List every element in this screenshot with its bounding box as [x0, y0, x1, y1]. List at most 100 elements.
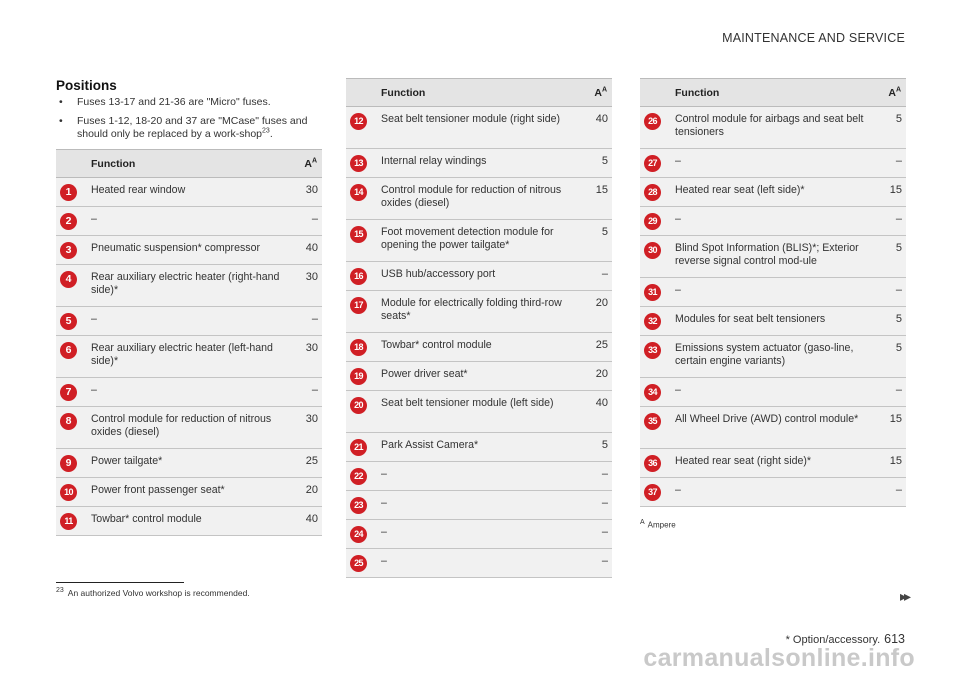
fuse-number-badge: 24: [350, 526, 367, 543]
header-amp: AA: [872, 78, 906, 107]
fuse-number-cell: 12: [346, 106, 381, 149]
fuse-number-badge: 25: [350, 555, 367, 572]
table-footnote-text: Ampere: [647, 520, 676, 530]
fuse-number-cell: 32: [640, 306, 675, 336]
fuse-amp-cell: –: [288, 206, 322, 236]
fuse-amp-cell: –: [578, 490, 612, 520]
header-amp-label: A: [594, 86, 602, 99]
table-row: 8 Control module for reduction of nitrous…: [56, 406, 322, 449]
fuse-table-3: Function AA 26 Control module for airbags a…: [640, 78, 906, 507]
fuse-number-badge: 19: [350, 368, 367, 385]
table-footnote-marker: A: [640, 519, 645, 526]
fuse-function-cell: Blind Spot Information (BLIS)*; Exterior…: [675, 235, 872, 278]
fuse-number-cell: 35: [640, 406, 675, 449]
fuse-amp-cell: 40: [288, 506, 322, 536]
fuse-number-cell: 4: [56, 264, 91, 307]
column-3: Function AA 26 Control module for airbags a…: [640, 78, 906, 530]
fuse-function-cell: –: [675, 277, 872, 307]
fuse-number-cell: 31: [640, 277, 675, 307]
fuse-number-cell: 34: [640, 377, 675, 407]
fuse-number-badge: 21: [350, 439, 367, 456]
table-row: 17 Module for electrically folding third-…: [346, 290, 612, 333]
fuse-number-cell: 11: [56, 506, 91, 536]
fuse-amp-cell: 25: [288, 448, 322, 478]
fuse-function-cell: Heated rear seat (left side)*: [675, 177, 872, 207]
fuse-number-badge: 27: [644, 155, 661, 172]
table-row: 5– –: [56, 306, 322, 336]
fuse-number-badge: 8: [60, 413, 77, 430]
fuse-function-cell: –: [675, 377, 872, 407]
bullet-dot: •: [59, 115, 63, 127]
fuse-number-badge: 13: [350, 155, 367, 172]
fuse-amp-cell: 30: [288, 264, 322, 307]
fuse-amp-cell: –: [578, 261, 612, 291]
fuse-amp-cell: –: [578, 519, 612, 549]
bullet-dot: •: [59, 96, 63, 108]
fuse-amp-cell: 20: [578, 361, 612, 391]
table-row: 11 Towbar* control module 40: [56, 506, 322, 536]
fuse-amp-cell: 15: [872, 448, 906, 478]
next-page-arrows-icon[interactable]: ▸▸: [899, 588, 911, 604]
header-function: Function: [381, 78, 578, 107]
fuse-number-cell: 19: [346, 361, 381, 391]
fuse-number-cell: 1: [56, 177, 91, 207]
fuse-number-badge: 9: [60, 455, 77, 472]
fuse-function-cell: Pneumatic suspension* compressor: [91, 235, 288, 265]
fuse-amp-cell: –: [578, 548, 612, 578]
fuse-number-cell: 3: [56, 235, 91, 265]
fuse-number-badge: 22: [350, 468, 367, 485]
page-footer: * Option/accessory. 613: [786, 632, 905, 646]
table-row: 22– –: [346, 461, 612, 491]
table-row: 32 Modules for seat belt tensioners 5: [640, 306, 906, 336]
fuse-function-cell: Heated rear seat (right side)*: [675, 448, 872, 478]
fuse-amp-cell: –: [578, 461, 612, 491]
fuse-amp-cell: 5: [578, 219, 612, 262]
fuse-amp-cell: –: [872, 377, 906, 407]
table-header-row: Function AA: [346, 78, 612, 107]
fuse-number-cell: 14: [346, 177, 381, 220]
fuse-function-cell: –: [381, 490, 578, 520]
fuse-table-1: Function AA 1 Heated rear window 30 2– –3 Pneum…: [56, 149, 322, 536]
option-accessory-note: * Option/accessory.: [785, 634, 881, 646]
table-row: 2– –: [56, 206, 322, 236]
header-num-cell: [56, 149, 91, 178]
fuse-function-cell: –: [91, 206, 288, 236]
fuse-function-cell: Rear auxiliary electric heater (left-han…: [91, 335, 288, 378]
footnote-divider: [56, 582, 184, 583]
page-number: 613: [884, 632, 905, 646]
fuse-number-cell: 8: [56, 406, 91, 449]
table-row: 19 Power driver seat* 20: [346, 361, 612, 391]
fuse-function-cell: –: [675, 206, 872, 236]
table-row: 6 Rear auxiliary electric heater (left-ha…: [56, 335, 322, 378]
fuse-amp-cell: –: [872, 277, 906, 307]
fuse-function-cell: USB hub/accessory port: [381, 261, 578, 291]
section-header: MAINTENANCE AND SERVICE: [722, 31, 905, 45]
fuse-number-badge: 2: [60, 213, 77, 230]
table-row: 13 Internal relay windings 5: [346, 148, 612, 178]
fuse-function-cell: –: [381, 548, 578, 578]
fuse-number-cell: 2: [56, 206, 91, 236]
header-function: Function: [91, 149, 288, 178]
fuse-function-cell: Foot movement detection module for openi…: [381, 219, 578, 262]
fuse-number-cell: 24: [346, 519, 381, 549]
fuse-function-cell: Modules for seat belt tensioners: [675, 306, 872, 336]
fuse-function-cell: Park Assist Camera*: [381, 432, 578, 462]
header-amp-sup: A: [895, 86, 901, 93]
fuse-amp-cell: 15: [872, 406, 906, 449]
column-2: Function AA 12 Seat belt tensioner module (…: [346, 78, 612, 578]
positions-title: Positions: [56, 78, 117, 93]
fuse-function-cell: All Wheel Drive (AWD) control module*: [675, 406, 872, 449]
fuse-number-cell: 33: [640, 335, 675, 378]
fuse-amp-cell: 15: [578, 177, 612, 220]
fuse-number-cell: 13: [346, 148, 381, 178]
fuse-number-cell: 28: [640, 177, 675, 207]
fuse-number-cell: 30: [640, 235, 675, 278]
fuse-amp-cell: –: [872, 477, 906, 507]
table-row: 9 Power tailgate* 25: [56, 448, 322, 478]
table-row: 29– –: [640, 206, 906, 236]
fuse-amp-cell: –: [288, 377, 322, 407]
fuse-function-cell: –: [91, 377, 288, 407]
table-row: 18 Towbar* control module 25: [346, 332, 612, 362]
footnote-ref[interactable]: 23: [262, 127, 270, 135]
fuse-number-cell: 6: [56, 335, 91, 378]
